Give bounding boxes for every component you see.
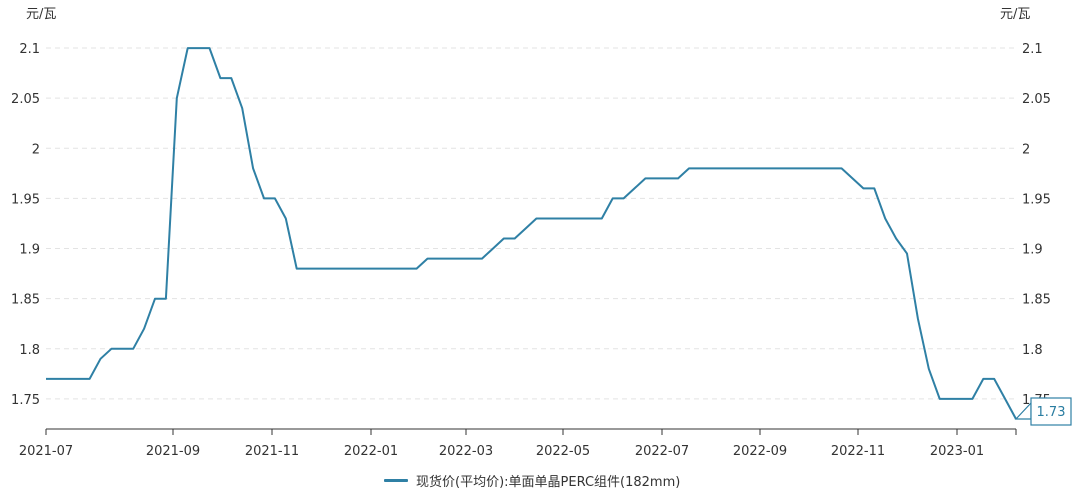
x-tick-label: 2023-01 <box>930 444 984 459</box>
x-tick-label: 2021-07 <box>19 444 73 459</box>
x-tick-label: 2021-09 <box>146 444 200 459</box>
y-tick-label-left: 2.05 <box>11 92 40 107</box>
y-tick-label-right: 1.85 <box>1022 293 1051 308</box>
y-tick-label-left: 2.1 <box>19 42 40 57</box>
y-tick-label-right: 1.95 <box>1022 192 1051 207</box>
y-tick-label-left: 2 <box>32 142 40 157</box>
x-tick-label: 2021-11 <box>245 444 299 459</box>
y-tick-label-right: 2.1 <box>1022 42 1043 57</box>
y-tick-label-left: 1.95 <box>11 192 40 207</box>
series-line <box>46 47 1017 420</box>
x-tick-label: 2022-03 <box>439 444 493 459</box>
x-tick-label: 2022-07 <box>635 444 689 459</box>
y-tick-label-right: 2 <box>1022 142 1030 157</box>
y-tick-label-left: 1.75 <box>11 393 40 408</box>
right-y-unit-label: 元/瓦 <box>1000 7 1030 22</box>
series-layer <box>46 47 1017 420</box>
x-tick-labels: 2021-07 2021-09 2021-11 2022-01 2022-03 2022-… <box>19 444 984 459</box>
legend: 现货价(平均价):单面单晶PERC组件(182mm) <box>384 470 680 490</box>
x-tick-label: 2022-11 <box>831 444 885 459</box>
legend-swatch <box>384 478 408 482</box>
y-tick-label-left: 1.85 <box>11 293 40 308</box>
x-tick-label: 2022-01 <box>344 444 398 459</box>
legend-label: 现货价(平均价):单面单晶PERC组件(182mm) <box>416 474 681 490</box>
left-y-unit-label: 元/瓦 <box>26 7 56 22</box>
last-value-callout: 1.73 <box>1014 397 1072 426</box>
x-tick-label: 2022-09 <box>733 444 787 459</box>
y-tick-label-right: 1.8 <box>1022 343 1043 358</box>
y-tick-label-right: 1.9 <box>1022 243 1043 258</box>
last-value-callout-box <box>1030 397 1072 426</box>
axes <box>45 428 1017 435</box>
y-tick-label-left: 1.9 <box>19 243 40 258</box>
last-value-label: 1.73 <box>1037 405 1066 420</box>
y-tick-label-right: 2.05 <box>1022 92 1051 107</box>
x-tick-label: 2022-05 <box>536 444 590 459</box>
left-y-tick-labels: 1.75 1.8 1.85 1.9 1.95 2 2.05 2.1 <box>11 42 40 408</box>
y-tick-label-left: 1.8 <box>19 343 40 358</box>
